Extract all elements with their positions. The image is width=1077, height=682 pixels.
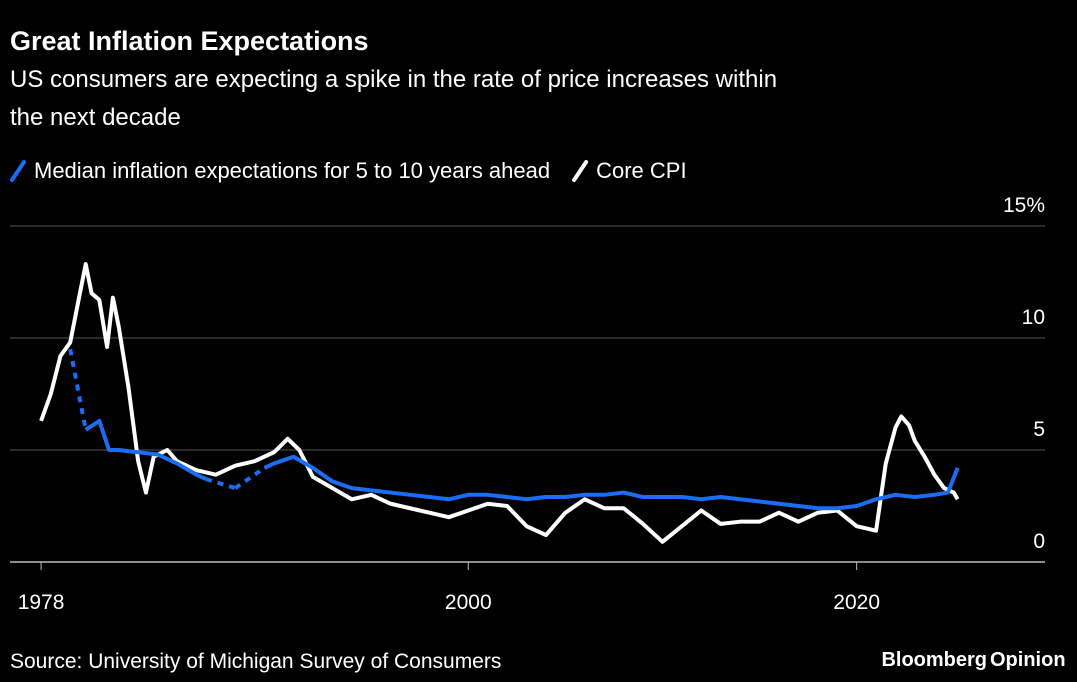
chart-subtitle: the next decade — [10, 104, 181, 131]
y-tick-label: 10 — [1022, 306, 1045, 329]
gap-bridge — [205, 477, 236, 490]
x-tick-label: 2000 — [445, 591, 492, 614]
x-tick-label: 2020 — [833, 591, 880, 614]
gap-bridge — [68, 348, 88, 431]
legend-swatch — [10, 160, 26, 182]
legend-label: Median inflation expectations for 5 to 1… — [34, 158, 550, 183]
gap-bridge — [234, 466, 266, 490]
chart-title: Great Inflation Expectations — [10, 26, 369, 56]
brand: Bloomberg — [881, 649, 987, 671]
y-tick-label: 0 — [1033, 530, 1045, 553]
brand: Opinion — [990, 649, 1066, 671]
y-tick-label: 5 — [1033, 418, 1045, 441]
chart-subtitle: US consumers are expecting a spike in th… — [10, 66, 777, 93]
x-tick-label: 1978 — [18, 591, 65, 614]
series-line — [39, 262, 960, 544]
source: Source: University of Michigan Survey of… — [10, 650, 501, 673]
y-tick-label: 15% — [1003, 194, 1045, 217]
series-line — [84, 418, 960, 511]
legend-swatch — [572, 160, 589, 182]
legend-label: Core CPI — [596, 158, 686, 183]
